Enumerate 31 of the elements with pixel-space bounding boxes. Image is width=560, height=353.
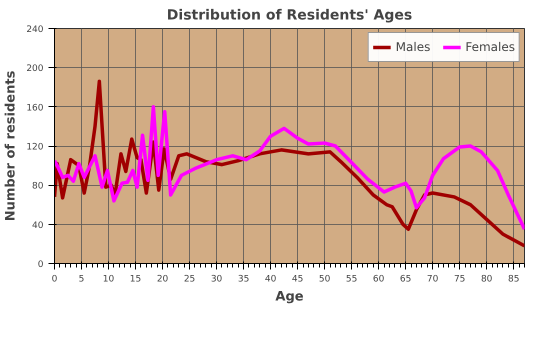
- x-tick-label: 75: [454, 274, 466, 284]
- y-tick-label: 80: [32, 182, 44, 192]
- y-tick-label: 160: [26, 103, 44, 114]
- x-tick-label: 20: [156, 274, 169, 284]
- x-tick-label: 35: [238, 274, 250, 284]
- x-tick-label: 50: [318, 274, 331, 284]
- y-tick-label: 0: [38, 260, 44, 270]
- x-tick-label: 30: [210, 274, 223, 284]
- x-tick-label: 85: [508, 274, 520, 284]
- y-tick-label: 120: [26, 142, 44, 152]
- x-tick-label: 55: [346, 274, 358, 284]
- x-tick-label: 65: [400, 274, 412, 284]
- x-tick-label: 80: [480, 274, 493, 284]
- x-tick-label: 60: [372, 274, 385, 284]
- y-tick-label: 200: [26, 64, 44, 74]
- legend-label: Males: [396, 40, 430, 54]
- x-tick-label: 70: [426, 274, 439, 284]
- legend-label: Females: [465, 40, 515, 54]
- y-tick-label: 240: [26, 25, 44, 35]
- x-tick-label: 5: [78, 274, 84, 284]
- y-axis-title: Number of residents: [3, 70, 18, 222]
- x-tick-label: 40: [264, 274, 277, 284]
- x-tick-label: 25: [184, 274, 196, 284]
- chart-title: Distribution of Residents' Ages: [166, 8, 412, 24]
- y-tick-label: 40: [32, 220, 44, 231]
- x-tick-label: 15: [130, 274, 142, 284]
- x-tick-label: 0: [52, 274, 58, 284]
- x-tick-label: 10: [102, 274, 115, 284]
- x-axis-title: Age: [275, 290, 304, 304]
- x-tick-label: 45: [292, 274, 304, 284]
- line-series: [54, 105, 524, 231]
